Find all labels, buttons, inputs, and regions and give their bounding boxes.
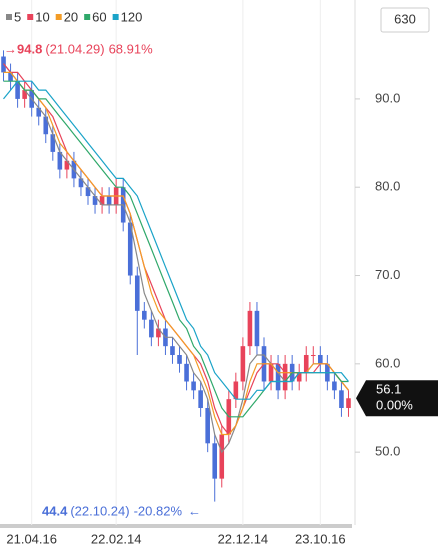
y-tick-label: 70.0 xyxy=(375,267,400,282)
legend-swatch xyxy=(27,14,34,20)
ma-line xyxy=(3,71,349,436)
candle-body xyxy=(170,346,175,356)
candle-body xyxy=(191,381,196,391)
low-change: -20.82% xyxy=(134,504,183,519)
legend-label: 5 xyxy=(14,9,21,24)
high-marker: →94.8 (21.04.29) 68.91% xyxy=(4,42,153,57)
candle-body xyxy=(339,390,344,408)
candle-body xyxy=(184,363,189,382)
low-date: (22.10.24) xyxy=(70,504,129,519)
candle-body xyxy=(156,328,161,338)
candle-body xyxy=(247,310,253,347)
candle-body xyxy=(318,355,323,364)
candle-body xyxy=(254,310,260,347)
high-value: 94.8 xyxy=(17,42,42,57)
period-box-label: 630 xyxy=(394,11,416,26)
low-arrow: ← xyxy=(188,504,201,519)
price-box xyxy=(356,380,438,417)
legend-label: 60 xyxy=(92,9,106,24)
y-tick-label: 50.0 xyxy=(375,444,400,459)
high-date: (21.04.29) xyxy=(45,42,104,57)
legend-swatch xyxy=(6,14,12,20)
x-tick-label: 23.10.16 xyxy=(295,531,346,546)
candle-body xyxy=(22,90,27,99)
candle-body xyxy=(205,407,210,444)
period-box[interactable] xyxy=(380,7,430,33)
candle-body xyxy=(219,434,225,479)
candle-body xyxy=(332,381,337,391)
candle-body xyxy=(282,363,288,391)
candle-body xyxy=(43,116,49,135)
candle-body xyxy=(78,178,84,188)
candle-body xyxy=(149,319,154,338)
candle-body xyxy=(296,372,302,382)
x-tick-label: 22.12.14 xyxy=(218,531,269,546)
legend-label: 10 xyxy=(35,9,49,24)
candle-body xyxy=(240,346,246,382)
candle-body xyxy=(212,443,218,479)
candle-body xyxy=(233,381,239,400)
legend-label: 20 xyxy=(64,9,78,24)
candle-body xyxy=(268,363,274,382)
candle-body xyxy=(36,107,42,117)
legend-swatch xyxy=(55,14,62,20)
ma-line xyxy=(3,80,349,418)
candle-body xyxy=(99,196,105,205)
candle-body xyxy=(310,355,316,357)
candle-body xyxy=(57,151,63,170)
last-price: 56.1 xyxy=(376,382,401,397)
ma-line xyxy=(3,80,349,400)
candle-body xyxy=(15,81,20,99)
candle-body xyxy=(85,187,91,197)
scrollbar[interactable] xyxy=(0,524,352,528)
legend-swatch xyxy=(84,14,91,20)
high-arrow: → xyxy=(4,42,17,57)
y-tick-label: 80.0 xyxy=(375,179,400,194)
legend-swatch xyxy=(112,14,119,20)
last-change: 0.00% xyxy=(376,398,413,413)
candle-body xyxy=(275,363,281,391)
candle-body xyxy=(127,222,133,276)
candle-body xyxy=(64,160,70,170)
candle-body xyxy=(177,355,182,364)
candle-body xyxy=(50,134,56,152)
candle-body xyxy=(346,398,351,408)
candle-body xyxy=(134,275,140,311)
x-tick-label: 22.02.14 xyxy=(91,531,142,546)
candle-body xyxy=(8,72,13,82)
legend-label: 120 xyxy=(121,9,143,24)
candle-body xyxy=(92,196,98,205)
low-value: 44.4 xyxy=(42,504,68,519)
high-change: 68.91% xyxy=(109,42,154,57)
candle-body xyxy=(142,310,147,320)
x-tick-label: 21.04.16 xyxy=(6,531,57,546)
candle-body xyxy=(198,390,203,408)
y-tick-label: 90.0 xyxy=(375,90,400,105)
y-tick-label: 60.0 xyxy=(375,355,400,370)
low-marker: 44.4 (22.10.24) -20.82% ← xyxy=(42,504,201,519)
candle-body xyxy=(303,355,309,373)
candle-body xyxy=(106,196,112,205)
